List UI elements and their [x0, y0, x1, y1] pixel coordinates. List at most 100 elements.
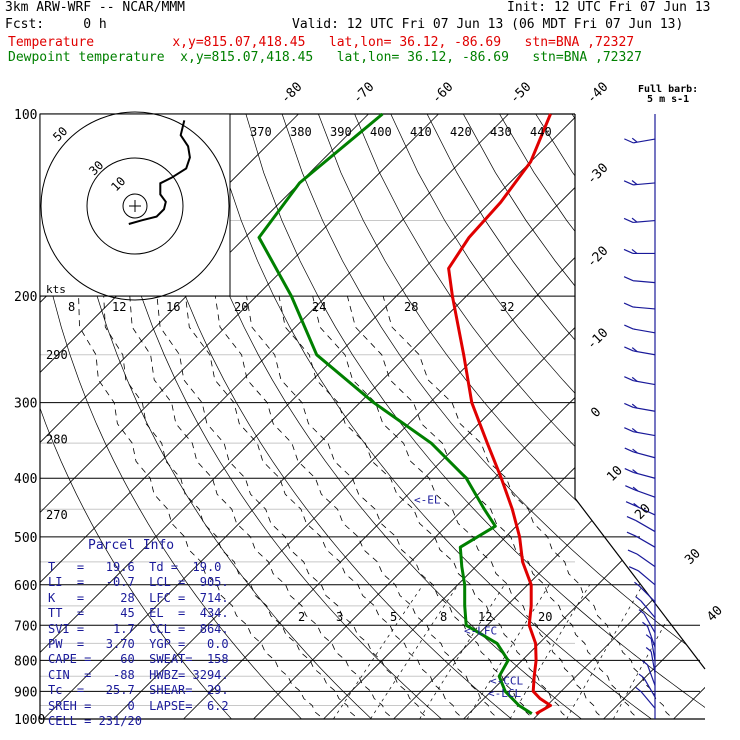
wind-barb-shaft [646, 626, 656, 648]
wind-barb [638, 609, 656, 633]
temperature-trace [447, 113, 552, 716]
level-marker-ccl: <-CCL [490, 675, 523, 688]
temperature-tick--50: -50 [507, 80, 534, 107]
temperature-tick--40: -40 [584, 80, 611, 107]
parcel-info-row: SVI = 1.7 CCL = 864. [48, 621, 229, 636]
dry-adiabat-250 [40, 114, 244, 719]
mixing-ratio-top-label-8: 8 [68, 300, 75, 314]
theta-label-380: 380 [290, 125, 312, 139]
wind-barb [642, 621, 656, 648]
hodograph-unit-label: kts [46, 283, 66, 296]
sounding-series [257, 112, 552, 716]
moist-adiabat-10 [185, 296, 474, 719]
dry-adiabat-330 [281, 114, 705, 719]
parcel-info-row: PW = 3.70 YGP = 0.0 [48, 637, 229, 651]
level-marker-lfc: <-LFC [464, 624, 497, 637]
parcel-info-row: LI = -0.7 LCL = 905. [48, 575, 229, 590]
wind-barb-shaft [640, 600, 656, 619]
dry-adiabat-430 [644, 114, 705, 719]
isotherm--70 [40, 114, 509, 719]
parcel-info-row: CIN = -88 HWBZ= 3294. [48, 667, 229, 682]
isotherm-20 [533, 114, 705, 719]
wind-barb-shaft [646, 664, 656, 686]
dry-adiabat-320 [245, 114, 705, 719]
wind-barb-shaft [643, 677, 656, 698]
wind-barb-flag [627, 549, 638, 555]
isotherm--50 [43, 114, 649, 719]
moist-adiabat-20 [246, 296, 544, 719]
mixing-ratio-top-label-16: 16 [166, 300, 180, 314]
dry-adiabat-420 [607, 114, 705, 719]
wind-barb-flag [623, 180, 634, 186]
temperature-tick-40: 40 [704, 603, 726, 625]
wind-barb [624, 468, 656, 479]
wind-barb-flag [645, 647, 652, 652]
isotherm--80 [40, 114, 439, 719]
level-marker-lcl: <-LCL [488, 687, 521, 700]
pressure-label-800: 800 [14, 654, 37, 669]
wind-barb [642, 660, 656, 686]
theta-left-label-270: 270 [46, 508, 68, 522]
wind-barbs [623, 114, 656, 719]
wind-barb-shaft [650, 651, 656, 674]
wind-barb-flag [624, 324, 634, 330]
dry-adiabat-270 [64, 114, 386, 719]
parcel-info-row: T = 19.6 Td = 19.0 [48, 560, 222, 574]
hodograph-ring-30 [86, 157, 184, 255]
valid-time: Valid: 12 UTC Fri 07 Jun 13 (06 MDT Fri … [292, 17, 684, 32]
wind-barb-shaft [650, 638, 656, 661]
moist-adiabat-40 [382, 295, 684, 719]
wind-barb-flag [632, 486, 639, 492]
temperature-tick--20: -20 [584, 244, 611, 271]
isotherm--30 [183, 114, 705, 719]
wind-barb-shaft [633, 306, 656, 310]
moist-adiabat-30 [312, 296, 614, 719]
dry-adiabat-410 [571, 114, 705, 719]
pressure-label-500: 500 [14, 531, 37, 546]
parcel-info-row: SREH = 0 LAPSE= 6.2 [48, 698, 229, 713]
wind-barb-flag [631, 347, 638, 353]
theta-left-label-290: 290 [46, 348, 68, 362]
barb-legend-line-2: 5 m s-1 [647, 94, 690, 105]
isotherm--90 [40, 114, 369, 719]
theta-label-370: 370 [250, 125, 272, 139]
dry-adiabat-340 [318, 114, 705, 719]
pressure-label-300: 300 [14, 397, 37, 412]
isotherm-40 [673, 114, 705, 719]
wind-barb-flag [631, 403, 638, 409]
isotherm--20 [253, 114, 705, 719]
wind-barb [623, 180, 656, 186]
dewpoint-legend: Dewpoint temperature x,y=815.07,418.45 l… [8, 50, 642, 65]
wind-barb-shaft [636, 553, 656, 568]
dry-adiabat-450 [717, 114, 740, 732]
parcel-info-row: K = 28 LFC = 714. [48, 590, 229, 605]
wind-barb [623, 217, 656, 224]
init-time: Init: 12 UTC Fri 07 Jun 13 [507, 0, 711, 15]
pressure-label-100: 100 [14, 108, 37, 123]
wind-barb [623, 248, 655, 255]
hodograph-ring-50 [40, 111, 230, 301]
wind-barb-flag [638, 609, 645, 615]
wind-barb-flag [624, 402, 634, 409]
right-diagonal-axis [574, 497, 706, 670]
parcel-info-row: TT = 45 EL = 434. [48, 606, 229, 621]
mixing-ratio-top-label-24: 24 [312, 300, 326, 314]
wind-barb-flag [624, 427, 634, 433]
wind-barb-flag [635, 596, 642, 602]
mixing-ratio-3 [370, 584, 459, 719]
level-marker-el: <-EL [414, 494, 441, 507]
wind-barb [625, 501, 656, 516]
theta-label-400: 400 [370, 125, 392, 139]
wind-barb [625, 485, 656, 498]
wind-barb-flag [628, 566, 639, 572]
wind-barb-flag [624, 468, 634, 474]
dry-adiabat-350 [354, 114, 705, 719]
wind-barb [627, 549, 656, 568]
mixing-ratio-30 [612, 584, 688, 719]
forecast-hour: Fcst: 0 h [5, 17, 107, 32]
dry-adiabat-440 [680, 114, 705, 719]
pressure-label-1000: 1000 [14, 713, 45, 728]
moist-adiabat-5 [156, 296, 440, 719]
temperature-tick--60: -60 [429, 80, 456, 107]
